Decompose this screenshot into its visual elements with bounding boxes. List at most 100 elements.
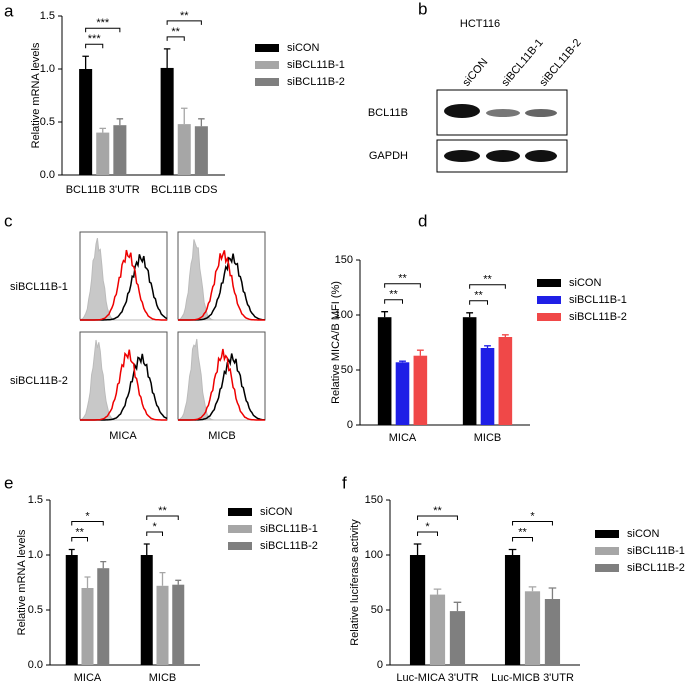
y-tick-label: 0 (377, 659, 383, 671)
error-bar (528, 586, 537, 592)
error-bar (381, 311, 389, 318)
bar (113, 125, 127, 175)
y-tick-label: 0.5 (40, 116, 55, 128)
bar (504, 555, 521, 665)
significance-label: ** (389, 289, 398, 301)
flow-panel (79, 231, 266, 421)
x-tick-label: MICA (74, 672, 102, 682)
band (525, 150, 557, 162)
error-bar (143, 543, 150, 555)
error-bar (548, 587, 557, 599)
significance-bracket (166, 20, 202, 25)
significance-bracket (469, 284, 506, 289)
y-tick-label: 0.5 (28, 604, 43, 616)
x-tick-label: Luc-MICB 3'UTR (491, 672, 574, 682)
significance-label: * (152, 521, 157, 533)
bar (160, 67, 174, 175)
y-tick-label: 50 (371, 604, 383, 616)
legend-label: siCON (627, 528, 659, 540)
y-tick-label: 0.0 (40, 169, 55, 181)
significance-label: * (530, 510, 535, 522)
significance-bracket (71, 521, 104, 526)
legend-label: siBCL11B-2 (260, 540, 318, 552)
legend-label: siCON (569, 277, 601, 289)
significance-label: ** (398, 273, 407, 285)
y-tick-label: 0.0 (28, 659, 43, 671)
error-bar (163, 48, 171, 68)
legend-swatch (228, 542, 252, 550)
y-axis-label: Relative luciferase activity (349, 519, 361, 646)
bar (81, 588, 94, 665)
y-tick-label: 1.5 (28, 494, 43, 506)
significance-bracket (384, 299, 403, 304)
panel-label: d (418, 211, 427, 230)
panel-label: c (4, 211, 13, 230)
significance-label: *** (88, 33, 102, 45)
error-bar (484, 345, 491, 348)
legend-label: siBCL11B-2 (627, 562, 685, 574)
flow-row-label: siBCL11B-2 (10, 375, 68, 387)
bar (524, 591, 541, 665)
bar (156, 585, 169, 665)
y-axis-label: Relative mRNA levels (30, 42, 42, 148)
y-axis-label: Relative mRNA levels (16, 529, 28, 635)
bar (377, 317, 392, 425)
error-bar (399, 360, 406, 363)
bar (96, 132, 110, 175)
knockdown-histogram (178, 250, 265, 321)
panel-label: a (4, 1, 14, 20)
significance-label: ** (518, 526, 527, 538)
legend-label: siCON (260, 506, 292, 518)
error-bar (116, 118, 124, 126)
lane-label: siCON (460, 56, 490, 89)
significance-bracket (512, 537, 533, 542)
error-bar (100, 560, 107, 569)
bar (194, 126, 208, 175)
legend-swatch (537, 296, 561, 304)
y-tick-label: 0 (347, 419, 353, 431)
error-bar (508, 548, 517, 555)
legend-swatch (255, 78, 279, 86)
legend-swatch (595, 547, 619, 555)
significance-bracket (417, 531, 438, 536)
error-bar (68, 548, 75, 555)
y-axis-label: Relative MICA/B MFI (%) (330, 281, 342, 404)
legend-swatch (537, 279, 561, 287)
significance-label: ** (180, 10, 189, 22)
y-tick-label: 1.0 (28, 549, 43, 561)
significance-label: ** (483, 274, 492, 286)
error-bar (453, 601, 462, 612)
bar (140, 555, 153, 665)
error-bar (413, 543, 422, 555)
y-tick-label: 1.0 (40, 63, 55, 75)
error-bar (433, 588, 442, 595)
legend-swatch (255, 44, 279, 52)
significance-bracket (85, 43, 104, 49)
legend-label: siBCL11B-1 (260, 523, 318, 535)
legend-label: siBCL11B-2 (287, 76, 345, 88)
legend-swatch (595, 564, 619, 572)
significance-bracket (146, 515, 179, 520)
error-bar (159, 571, 166, 586)
band (444, 150, 480, 162)
bar (79, 69, 93, 175)
bar (449, 611, 466, 665)
legend-label: siBCL11B-2 (569, 311, 627, 323)
panel-label: f (342, 473, 347, 492)
flow-column-label: MICB (208, 430, 236, 442)
significance-label: ** (75, 526, 84, 538)
bar (498, 337, 513, 425)
error-bar (84, 576, 91, 588)
significance-bracket (384, 283, 421, 288)
y-tick-label: 1.5 (40, 10, 55, 22)
y-tick-label: 100 (365, 549, 383, 561)
significance-bracket (85, 27, 121, 33)
x-tick-label: MICB (474, 432, 502, 444)
isotype-histogram (79, 339, 167, 421)
y-tick-label: 150 (365, 494, 383, 506)
bar (395, 362, 410, 425)
y-tick-label: 100 (335, 309, 353, 321)
x-tick-label: BCL11B 3'UTR (66, 184, 140, 196)
panel-label: e (4, 473, 13, 492)
band (486, 150, 520, 162)
